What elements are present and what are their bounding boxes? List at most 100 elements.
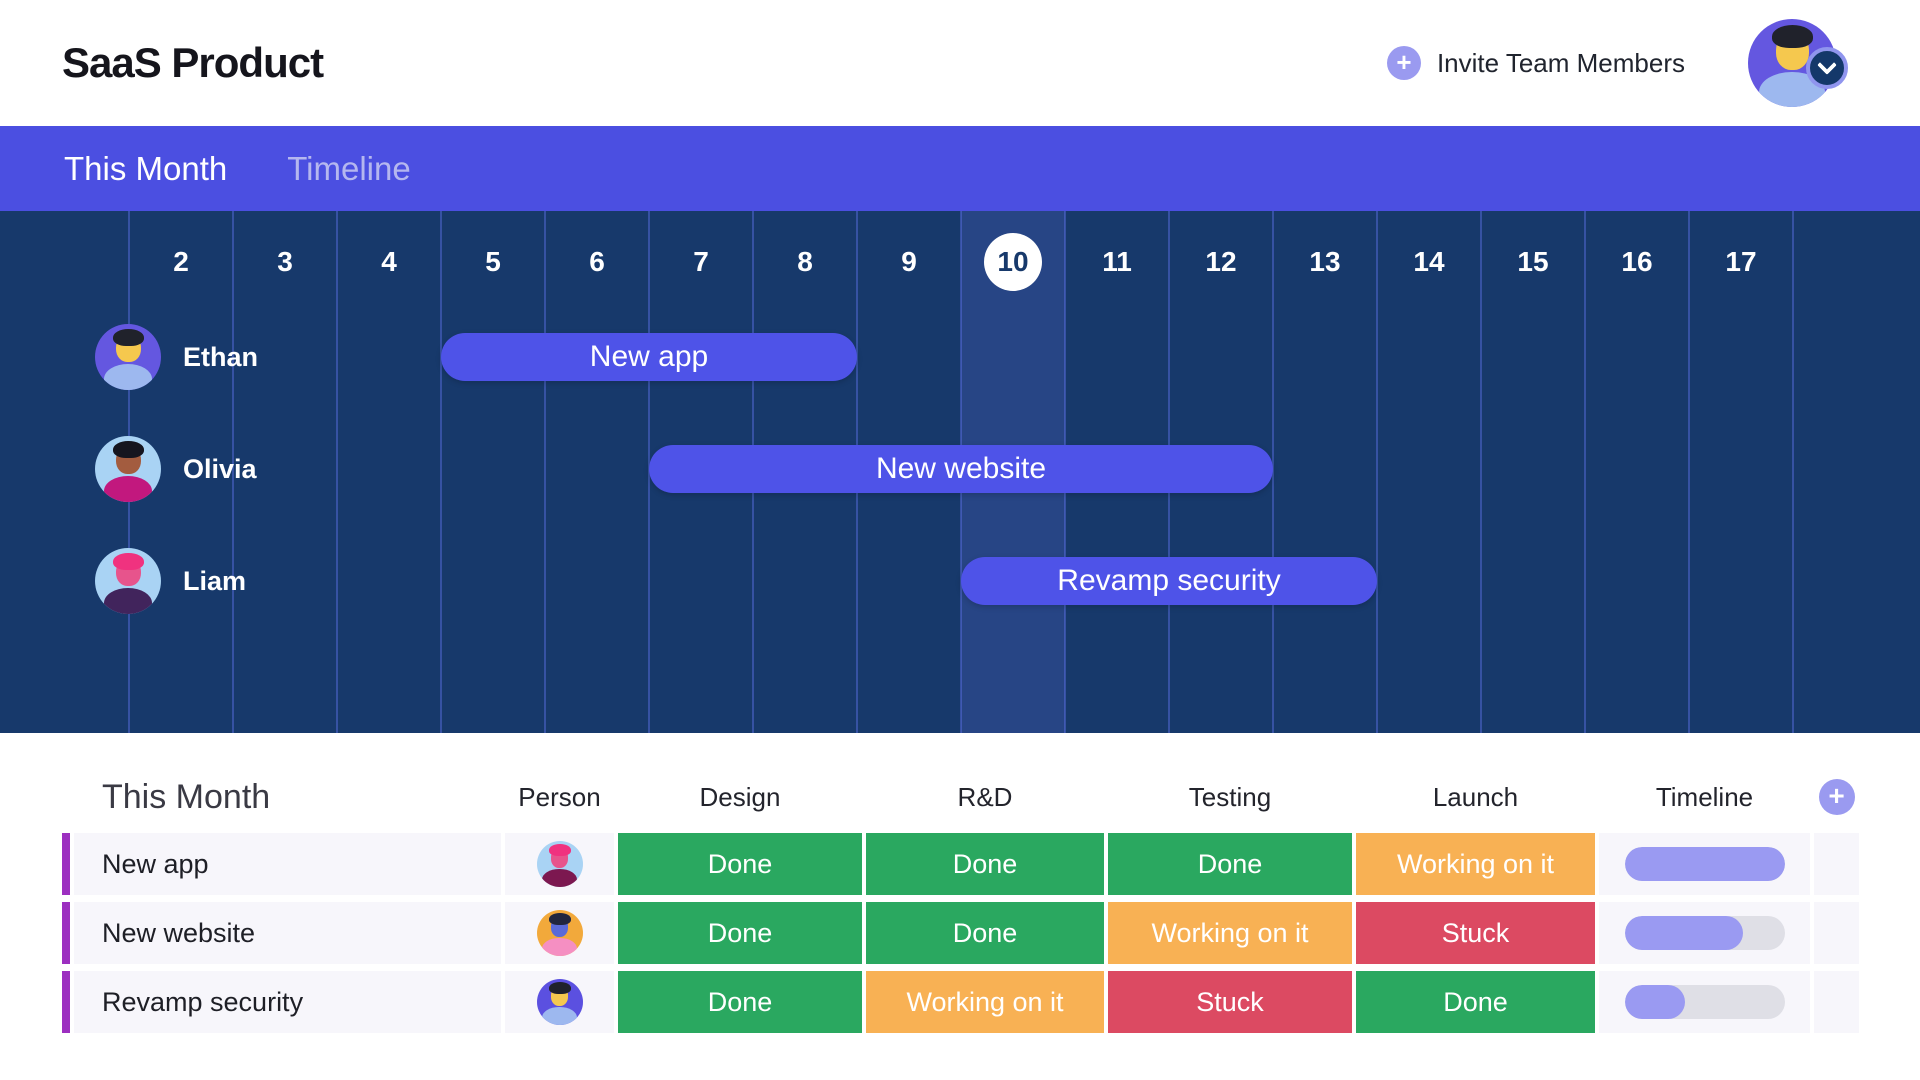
empty-cell (1814, 971, 1859, 1033)
avatar-body (542, 868, 577, 887)
day-label: 12 (1169, 233, 1273, 291)
column-header-timeline: Timeline (1655, 781, 1754, 812)
grid-line (232, 211, 234, 733)
status-cell-launch[interactable]: Stuck (1356, 902, 1595, 964)
page-title: SaaS Product (62, 39, 324, 86)
task-label: Revamp security (1057, 564, 1281, 597)
status-cell-design[interactable]: Done (618, 833, 862, 895)
row-accent (62, 902, 70, 964)
column-header-person: Person (518, 781, 601, 812)
day-label: 5 (441, 233, 545, 291)
status-cell-testing[interactable]: Stuck (1108, 971, 1352, 1033)
board-table: This Month Person Design R&D Testing Launch T… (62, 768, 1859, 1033)
gantt-person-ethan: Ethan (95, 324, 258, 390)
avatar (95, 324, 161, 390)
timeline-cell[interactable] (1599, 833, 1810, 895)
row-accent (62, 971, 70, 1033)
gantt-person-olivia: Olivia (95, 436, 257, 502)
day-number: 5 (485, 246, 501, 277)
add-column-button[interactable] (1814, 779, 1859, 815)
tab-timeline[interactable]: Timeline (287, 149, 411, 187)
grid-line (1584, 211, 1586, 733)
grid-line (544, 211, 546, 733)
status-cell-launch[interactable]: Done (1356, 971, 1595, 1033)
avatar-body (542, 937, 577, 956)
day-label-today: 10 (961, 233, 1065, 291)
day-number: 16 (1621, 246, 1653, 277)
person-name: Olivia (183, 453, 257, 484)
tab-this-month[interactable]: This Month (64, 149, 228, 187)
day-number: 11 (1102, 246, 1132, 277)
person-cell[interactable] (505, 902, 614, 964)
day-label: 7 (649, 233, 753, 291)
table-title: This Month (102, 777, 271, 816)
row-name[interactable]: New app (74, 833, 501, 895)
gantt-bar-new-app[interactable]: New app (441, 333, 857, 381)
grid-line (1376, 211, 1378, 733)
app-header: SaaS Product Invite Team Members (0, 0, 1920, 126)
grid-line (1272, 211, 1274, 733)
chevron-down-icon[interactable] (1806, 47, 1848, 89)
avatar-hair (548, 844, 571, 857)
gantt-bar-new-website[interactable]: New website (649, 445, 1273, 493)
row-name[interactable]: New website (74, 902, 501, 964)
table-header-row: This Month Person Design R&D Testing Launch T… (62, 768, 1859, 826)
day-number: 9 (901, 246, 917, 277)
person-name: Ethan (183, 341, 259, 372)
day-label: 6 (545, 233, 649, 291)
person-name: Liam (183, 565, 247, 596)
timeline-cell[interactable] (1599, 902, 1810, 964)
day-label: 13 (1273, 233, 1377, 291)
avatar-body (542, 1006, 577, 1025)
column-header-r-d: R&D (957, 781, 1013, 812)
day-number: 7 (693, 246, 709, 277)
status-cell-testing[interactable]: Working on it (1108, 902, 1352, 964)
day-label: 17 (1689, 233, 1793, 291)
today-circle (984, 233, 1042, 291)
avatar-hair (112, 552, 144, 570)
column-header-testing: Testing (1188, 781, 1272, 812)
gantt-bar-revamp-security[interactable]: Revamp security (961, 557, 1377, 605)
person-cell[interactable] (505, 971, 614, 1033)
task-label: New app (589, 340, 709, 373)
user-menu[interactable] (1748, 19, 1848, 111)
person-cell[interactable] (505, 833, 614, 895)
grid-line (336, 211, 338, 733)
gantt-timeline: 2 3 4 5 6 7 8 9 10 11 12 13 14 15 16 17 Ethan New app Oliv… (0, 211, 1920, 733)
grid-line (1688, 211, 1690, 733)
day-label: 16 (1585, 233, 1689, 291)
status-cell-design[interactable]: Done (618, 971, 862, 1033)
day-number: 6 (589, 246, 605, 277)
status-cell-r-d[interactable]: Done (866, 902, 1104, 964)
progress-fill (1624, 985, 1686, 1019)
day-number: 15 (1517, 246, 1549, 277)
day-number: 4 (381, 246, 397, 277)
row-accent (62, 833, 70, 895)
progress-fill (1624, 916, 1743, 950)
status-cell-r-d[interactable]: Done (866, 833, 1104, 895)
status-cell-launch[interactable]: Working on it (1356, 833, 1595, 895)
day-label: 3 (233, 233, 337, 291)
status-cell-r-d[interactable]: Working on it (866, 971, 1104, 1033)
progress-bar (1624, 916, 1785, 950)
task-label: New website (875, 452, 1047, 485)
day-label: 11 (1065, 233, 1169, 291)
invite-label: Invite Team Members (1436, 47, 1685, 78)
column-header-launch: Launch (1432, 781, 1519, 812)
row-name[interactable]: Revamp security (74, 971, 501, 1033)
status-cell-design[interactable]: Done (618, 902, 862, 964)
status-cell-testing[interactable]: Done (1108, 833, 1352, 895)
day-number: 13 (1309, 246, 1341, 277)
grid-line (440, 211, 442, 733)
column-header-design: Design (699, 781, 781, 812)
grid-line (1792, 211, 1794, 733)
day-label: 14 (1377, 233, 1481, 291)
avatar-hair (112, 328, 144, 346)
invite-team-members-button[interactable]: Invite Team Members (1386, 0, 1685, 126)
timeline-cell[interactable] (1599, 971, 1810, 1033)
plus-icon (1818, 779, 1855, 815)
progress-bar (1624, 985, 1785, 1019)
table-row: Revamp security Done Working on it Stuck Don… (62, 971, 1859, 1033)
day-label: 8 (753, 233, 857, 291)
